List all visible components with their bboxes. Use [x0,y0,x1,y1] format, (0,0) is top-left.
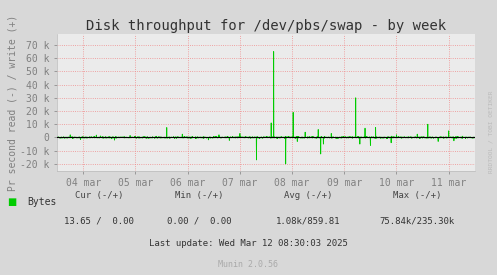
Text: RRDTOOL / TOBI OETIKER: RRDTOOL / TOBI OETIKER [489,91,494,173]
Text: Min (-/+): Min (-/+) [174,191,223,200]
Text: 13.65 /  0.00: 13.65 / 0.00 [65,217,134,226]
Text: ■: ■ [7,197,17,207]
Text: Max (-/+): Max (-/+) [393,191,442,200]
Y-axis label: Pr second read (-) / write (+): Pr second read (-) / write (+) [7,14,17,191]
Text: 0.00 /  0.00: 0.00 / 0.00 [166,217,231,226]
Text: Munin 2.0.56: Munin 2.0.56 [219,260,278,269]
Text: Last update: Wed Mar 12 08:30:03 2025: Last update: Wed Mar 12 08:30:03 2025 [149,239,348,248]
Text: Bytes: Bytes [27,197,57,207]
Text: 1.08k/859.81: 1.08k/859.81 [276,217,340,226]
Text: 75.84k/235.30k: 75.84k/235.30k [380,217,455,226]
Text: Cur (-/+): Cur (-/+) [75,191,124,200]
Title: Disk throughput for /dev/pbs/swap - by week: Disk throughput for /dev/pbs/swap - by w… [86,19,446,33]
Text: Avg (-/+): Avg (-/+) [284,191,332,200]
